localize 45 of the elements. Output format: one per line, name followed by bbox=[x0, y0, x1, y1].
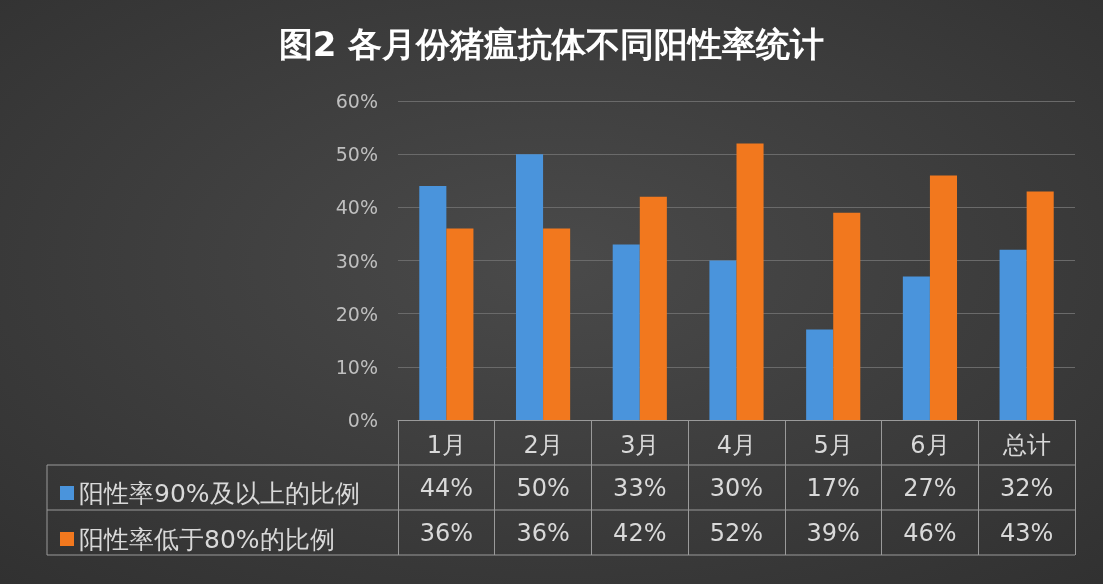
bar bbox=[806, 329, 834, 420]
data-label: 33% bbox=[613, 473, 667, 502]
bar bbox=[833, 212, 861, 420]
x-tick-label: 4月 bbox=[716, 430, 757, 459]
x-tick-label: 1月 bbox=[426, 430, 466, 459]
data-label: 52% bbox=[709, 518, 764, 547]
legend-label: 阳性率低于80%的比例 bbox=[79, 524, 335, 554]
data-label: 36% bbox=[516, 518, 570, 547]
legend-label: 阳性率90%及以上的比例 bbox=[79, 478, 360, 508]
bar bbox=[612, 244, 640, 420]
x-tick-label: 3月 bbox=[620, 430, 660, 459]
x-tick-label: 2月 bbox=[523, 430, 563, 459]
bar bbox=[639, 196, 667, 420]
y-tick-label: 10% bbox=[335, 355, 378, 378]
chart-title: 图2 各月份猪瘟抗体不同阳性率统计 bbox=[278, 24, 825, 64]
data-label: 30% bbox=[709, 473, 764, 502]
y-tick-label: 60% bbox=[335, 90, 378, 112]
bar bbox=[1026, 191, 1054, 420]
data-label: 46% bbox=[903, 518, 957, 547]
data-label: 43% bbox=[999, 518, 1054, 547]
y-tick-label: 50% bbox=[335, 143, 378, 166]
data-label: 42% bbox=[613, 518, 667, 547]
bar bbox=[543, 228, 571, 420]
data-label: 50% bbox=[516, 473, 570, 502]
bar bbox=[446, 228, 474, 420]
y-tick-label: 30% bbox=[335, 249, 378, 272]
data-label: 36% bbox=[419, 518, 474, 547]
bar bbox=[929, 175, 958, 420]
x-tick-label: 5月 bbox=[813, 430, 853, 459]
y-tick-label: 40% bbox=[335, 196, 378, 219]
bar bbox=[736, 143, 764, 420]
bar bbox=[419, 186, 447, 420]
y-tick-label: 20% bbox=[335, 302, 378, 325]
data-label: 39% bbox=[806, 518, 860, 547]
y-tick-label: 0% bbox=[347, 409, 378, 431]
bar bbox=[709, 260, 737, 420]
bar bbox=[999, 249, 1027, 420]
x-tick-label: 总计 bbox=[1001, 430, 1051, 459]
data-label: 44% bbox=[419, 473, 474, 502]
bar bbox=[902, 276, 930, 420]
data-label: 32% bbox=[999, 473, 1054, 502]
data-label: 17% bbox=[806, 473, 860, 502]
data-label: 27% bbox=[903, 473, 957, 502]
bar bbox=[515, 154, 544, 420]
x-tick-label: 6月 bbox=[910, 430, 950, 459]
